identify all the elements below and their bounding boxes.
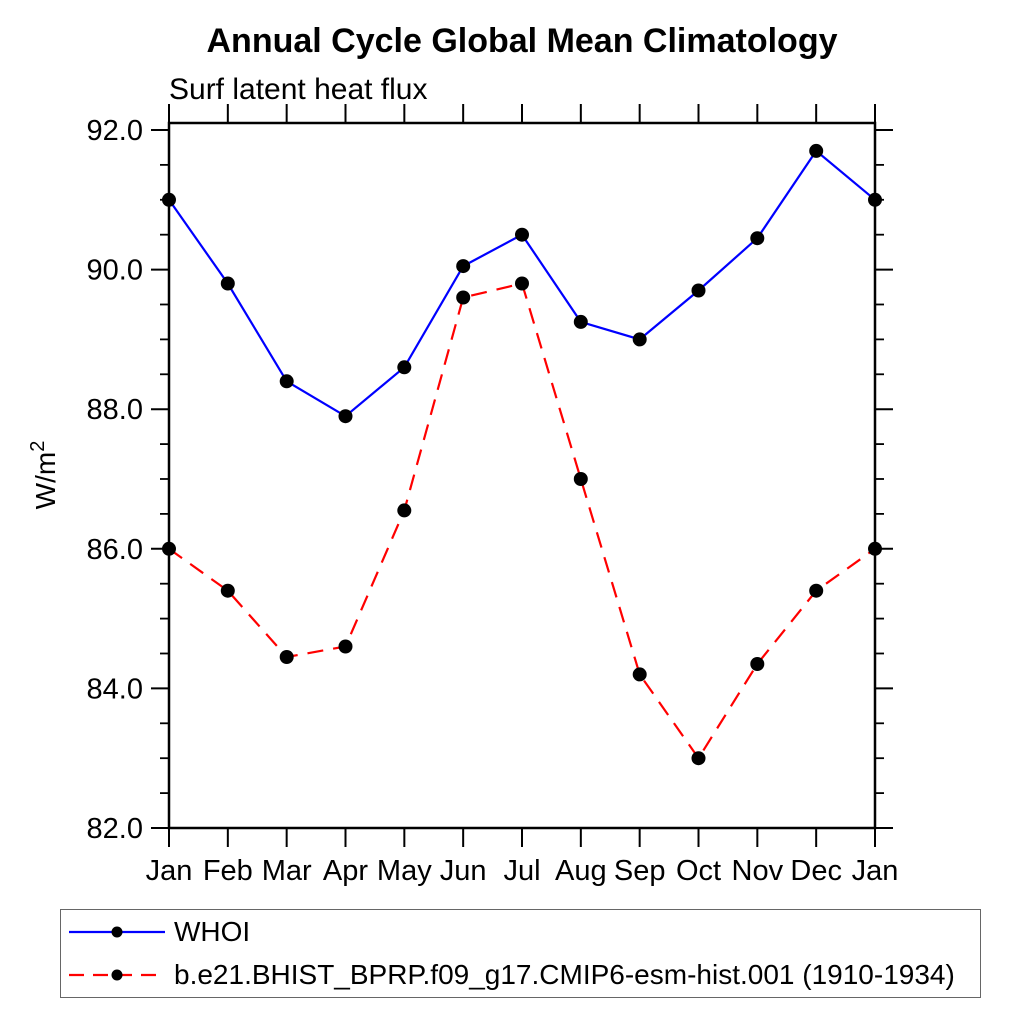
y-tick-label: 90.0 [87,255,143,287]
legend-sample-solid-line [69,926,165,938]
data-point-marker-model [220,583,235,598]
data-point-marker-model [279,650,294,664]
legend-item-model: b.e21.BHIST_BPRP.f09_g17.CMIP6-esm-hist.… [66,954,980,998]
data-point-marker-model [750,657,765,671]
legend-label-model: b.e21.BHIST_BPRP.f09_g17.CMIP6-esm-hist.… [174,959,955,991]
legend-label-whoi: WHOI [174,915,251,947]
data-series [162,143,882,766]
data-point-marker-model [809,583,824,598]
legend-marker-circle [111,969,123,981]
data-point-marker-whoi [632,332,647,347]
y-tick-label: 84.0 [87,673,143,705]
x-tick-label: Dec [790,855,842,887]
data-point-marker-whoi [809,143,824,158]
y-tick-label: 92.0 [87,115,143,147]
x-tick-label: Jun [440,855,487,887]
legend-item-whoi: WHOI [66,910,980,954]
legend-marker-circle [111,926,123,938]
data-point-marker-whoi [691,283,706,298]
series-line-model [168,282,876,761]
x-tick-label: Sep [614,855,666,887]
legend-sample-dashed-line [69,969,165,981]
x-tick-label: Oct [676,855,721,887]
x-tick-label: May [377,855,432,887]
data-point-marker-whoi [515,227,529,242]
data-point-marker-model [632,667,647,682]
y-tick-label: 88.0 [87,394,143,426]
data-point-marker-model [456,290,471,305]
x-tick-label: Jul [503,855,540,887]
y-axis-label-base: W/m [30,452,61,510]
data-point-marker-whoi [279,374,294,389]
plot-frame [167,121,877,830]
chart-subtitle: Surf latent heat flux [169,73,428,106]
x-tick-label: Jan [852,855,899,887]
axis-ticks [151,104,893,847]
y-tick-label: 82.0 [87,813,143,845]
data-point-marker-whoi [573,314,588,329]
data-point-marker-model [515,276,529,291]
legend: WHOI b.e21.BHIST_BPRP.f09_g17.CMIP6-esm-… [60,909,981,998]
data-point-marker-whoi [338,409,353,424]
x-tick-label: Nov [732,855,784,887]
y-tick-label: 86.0 [87,534,143,566]
y-axis-label: W/m2 [27,441,61,510]
data-point-marker-model [691,751,706,766]
data-point-marker-model [397,503,412,518]
x-tick-label: Aug [555,855,607,887]
data-point-marker-whoi [750,231,765,246]
y-axis-label-exponent: 2 [27,441,49,452]
data-point-marker-model [573,472,588,486]
x-tick-label: Jan [146,855,193,887]
chart-title: Annual Cycle Global Mean Climatology [207,22,838,60]
axis-tick-labels: Jan Feb Mar Apr May Jun Jul Aug Sep Oct Nov Dec Jan8… [87,115,899,887]
data-point-marker-whoi [220,276,235,291]
x-tick-label: Apr [323,855,368,887]
x-tick-label: Feb [203,855,253,887]
data-point-marker-model [338,639,353,654]
data-point-marker-whoi [456,259,471,274]
x-tick-label: Mar [262,855,312,887]
data-point-marker-whoi [397,360,412,375]
